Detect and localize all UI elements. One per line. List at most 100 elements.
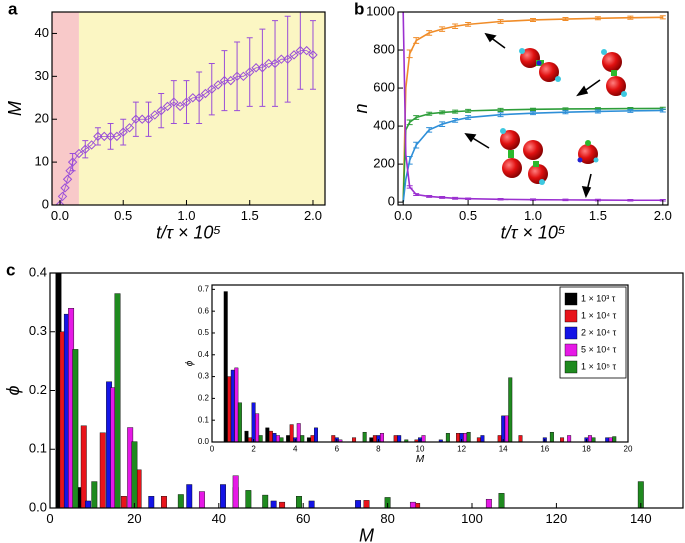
bar xyxy=(497,435,502,442)
error-bar xyxy=(465,21,472,27)
bar xyxy=(248,437,253,442)
bar xyxy=(289,424,294,442)
y-tick-label: 400 xyxy=(373,118,395,133)
y-tick-label: 0.2 xyxy=(198,393,210,402)
bar xyxy=(296,496,302,508)
error-bar xyxy=(234,41,241,112)
data-point xyxy=(74,148,84,159)
bar xyxy=(80,425,87,508)
bar xyxy=(308,500,315,508)
x-axis-title: M xyxy=(359,525,374,543)
bar xyxy=(363,500,370,508)
data-point xyxy=(169,97,179,107)
data-point xyxy=(213,80,223,90)
error-bar xyxy=(284,15,291,103)
legend-label: 1 × 10³ τ xyxy=(581,293,616,303)
y-tick-label: 0 xyxy=(42,196,49,211)
data-point xyxy=(219,75,230,86)
error-bar xyxy=(465,115,472,120)
error-bar xyxy=(413,37,420,44)
data-point xyxy=(251,63,261,73)
data-point xyxy=(105,131,116,142)
molecule-tetramer xyxy=(500,128,548,185)
bar xyxy=(120,496,127,508)
error-bar xyxy=(82,140,89,159)
data-point xyxy=(57,191,68,202)
x-tick-label: 20 xyxy=(624,444,633,453)
data-point xyxy=(55,200,65,205)
panel: 0.0 0.5 1.0 1.5 2.0 0 200 400 600 800 1000 t/τ × 10… xyxy=(351,0,672,242)
x-tick-label: 14 xyxy=(499,444,508,453)
y-tick-label: 0.4 xyxy=(29,264,47,279)
error-bar xyxy=(439,195,446,199)
error-bar xyxy=(426,194,433,198)
error-bar xyxy=(221,50,228,112)
x-tick-label: 12 xyxy=(457,444,466,453)
bar xyxy=(466,431,471,442)
legend-swatch xyxy=(564,360,578,374)
error-bar xyxy=(259,28,266,107)
bar xyxy=(268,430,273,442)
x-axis-title: t/τ × 10⁵ xyxy=(156,222,221,242)
bar xyxy=(549,431,554,442)
bar xyxy=(331,435,336,442)
panel-label: a xyxy=(8,0,18,18)
bar xyxy=(230,369,235,442)
error-bar xyxy=(406,185,413,189)
y-tick-label: 600 xyxy=(373,79,395,94)
legend-label: 1 × 10⁴ τ xyxy=(581,310,617,320)
error-bar xyxy=(297,12,304,90)
panel-label: b xyxy=(354,0,364,18)
bar xyxy=(463,433,468,442)
legend-swatch xyxy=(564,309,578,323)
legend: 1 × 10³ τ 1 × 10⁴ τ 2 × 10⁴ τ 5 × 10⁴ τ 1 × … xyxy=(559,286,627,379)
y-tick-label: 0.2 xyxy=(29,382,47,397)
x-tick-label: 1.5 xyxy=(241,208,259,223)
bar xyxy=(438,439,443,442)
bar xyxy=(251,402,256,442)
error-bar xyxy=(452,109,459,114)
y-tick-label: 0.0 xyxy=(198,437,210,446)
data-point xyxy=(175,101,185,112)
error-bar xyxy=(439,26,446,32)
y-tick-label: 0.6 xyxy=(198,306,210,315)
x-tick-label: 2 xyxy=(251,444,256,453)
y-tick-label: 0.3 xyxy=(198,372,210,381)
y-tick-label: 0.3 xyxy=(29,323,47,338)
bar xyxy=(355,500,362,508)
data-point xyxy=(270,58,280,69)
y-tick-label: 0.0 xyxy=(29,499,47,514)
bar xyxy=(518,435,523,442)
bar xyxy=(245,490,252,508)
bar xyxy=(409,501,416,508)
error-bar xyxy=(562,107,569,111)
plot-area xyxy=(55,12,318,205)
data-point xyxy=(232,71,242,82)
bar xyxy=(272,433,277,442)
legend-swatch xyxy=(564,343,578,357)
x-tick-label: 4 xyxy=(293,444,298,453)
error-bar xyxy=(208,62,215,116)
x-tick-label: 0.0 xyxy=(51,208,69,223)
y-tick-label: 200 xyxy=(373,156,395,171)
bar xyxy=(91,481,98,508)
x-tick-label: 20 xyxy=(127,511,141,526)
bar xyxy=(198,491,205,508)
data-point xyxy=(301,45,312,56)
legend-label: 2 × 10⁴ τ xyxy=(581,327,617,337)
error-bar xyxy=(413,115,420,120)
error-bar xyxy=(562,17,569,22)
x-tick-label: 2.0 xyxy=(304,208,322,223)
plot-frame xyxy=(51,11,326,206)
data-point xyxy=(150,110,160,120)
bar xyxy=(300,435,305,442)
bar xyxy=(352,437,357,442)
bar xyxy=(504,415,509,442)
bar xyxy=(338,439,343,442)
data-point xyxy=(257,63,268,73)
bar xyxy=(72,349,79,508)
x-tick-label: 0.5 xyxy=(459,208,477,223)
shaded-region xyxy=(78,12,325,205)
